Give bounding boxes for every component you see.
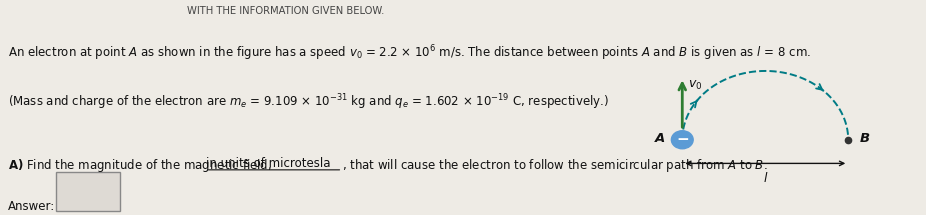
- Text: $v_0$: $v_0$: [688, 78, 703, 92]
- Text: −: −: [676, 132, 689, 147]
- Text: WITH THE INFORMATION GIVEN BELOW.: WITH THE INFORMATION GIVEN BELOW.: [187, 6, 384, 17]
- Text: B: B: [860, 132, 870, 145]
- Text: Answer:: Answer:: [8, 200, 56, 213]
- Text: A: A: [656, 132, 666, 145]
- Text: $l$: $l$: [762, 171, 768, 185]
- Text: (Mass and charge of the electron are $m_e$ = 9.109 $\times$ 10$^{-31}$ kg and $q: (Mass and charge of the electron are $m_…: [8, 92, 609, 112]
- Text: $\mathbf{A)}$ Find the magnitude of the magnetic field,: $\mathbf{A)}$ Find the magnitude of the …: [8, 157, 273, 174]
- Text: , that will cause the electron to follow the semicircular path from $\mathit{A}$: , that will cause the electron to follow…: [343, 157, 768, 174]
- Circle shape: [671, 131, 694, 149]
- Text: An electron at point $\mathit{A}$ as shown in the figure has a speed $v_0$ = 2.2: An electron at point $\mathit{A}$ as sho…: [8, 43, 811, 63]
- Text: in units of microtesla: in units of microtesla: [206, 157, 330, 170]
- FancyBboxPatch shape: [56, 172, 120, 211]
